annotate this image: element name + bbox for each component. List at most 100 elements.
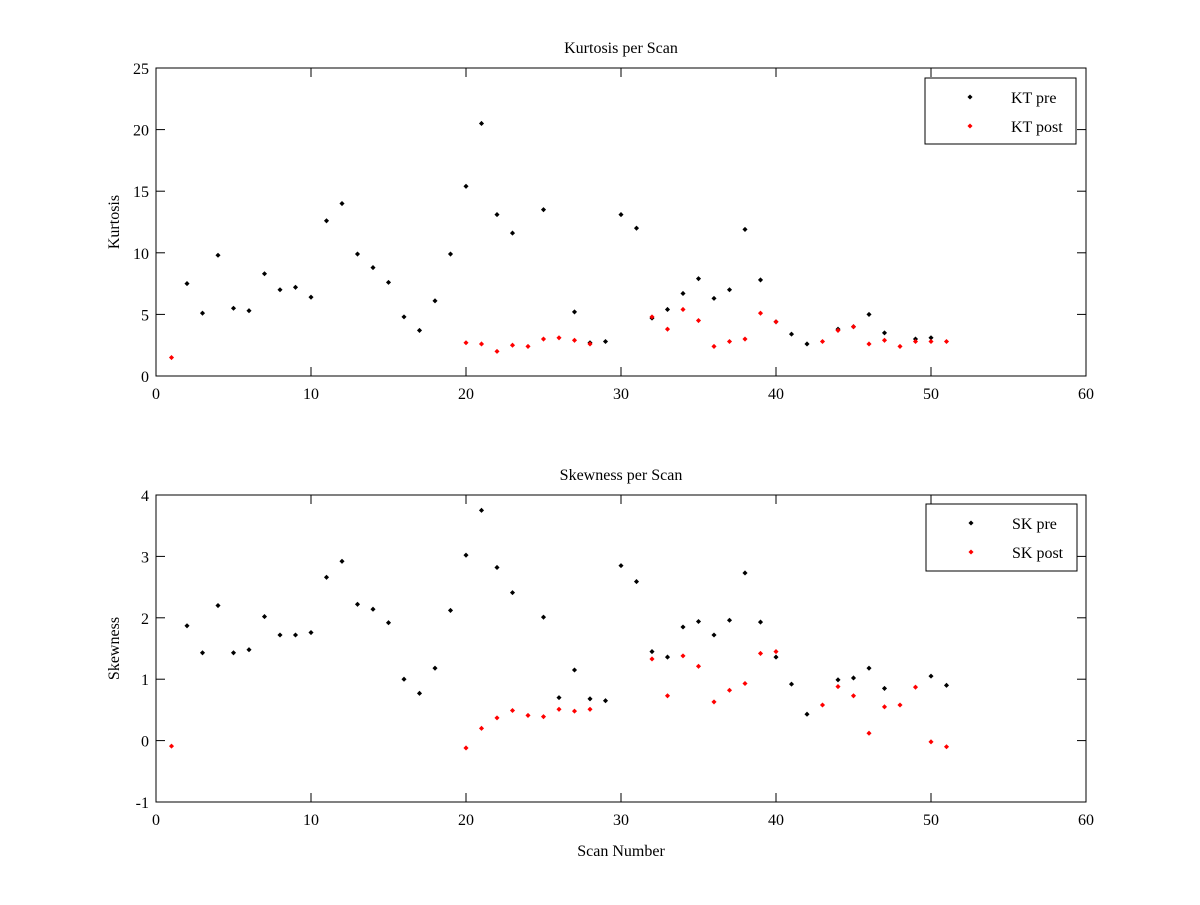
data-point (897, 702, 903, 708)
data-point (742, 680, 748, 687)
data-point (199, 310, 206, 316)
legend-label: SK post (1012, 545, 1064, 562)
data-point (773, 654, 779, 660)
data-point (850, 675, 857, 681)
data-point (602, 698, 609, 704)
data-point (680, 290, 686, 297)
y-tick-label: 1 (141, 672, 149, 689)
y-tick-label: 10 (133, 246, 149, 263)
data-point (230, 305, 237, 311)
data-point (788, 681, 795, 687)
x-tick-label: 40 (768, 812, 784, 829)
chart-title: Skewness per Scan (560, 467, 683, 484)
x-tick-label: 30 (613, 386, 629, 403)
data-point (943, 338, 950, 345)
x-tick-label: 50 (923, 812, 939, 829)
data-point (835, 684, 841, 690)
data-point (912, 684, 919, 690)
legend-box (925, 503, 1078, 572)
data-point (726, 617, 733, 623)
data-point (757, 650, 764, 656)
series-kt-post (168, 306, 950, 361)
data-point (463, 183, 469, 189)
data-point (928, 338, 934, 345)
data-point (757, 277, 764, 283)
data-point (866, 665, 872, 671)
data-point (587, 706, 593, 712)
data-point (943, 744, 950, 750)
data-point (540, 614, 547, 620)
data-point (184, 281, 190, 287)
data-point (571, 667, 578, 673)
data-point (261, 614, 268, 620)
data-point (494, 564, 500, 570)
data-point (680, 306, 686, 313)
y-tick-label: 20 (133, 123, 149, 140)
data-point (680, 624, 686, 630)
data-point (804, 341, 810, 347)
data-point (494, 212, 500, 218)
y-axis-label: Kurtosis (106, 195, 123, 249)
data-point (928, 673, 934, 679)
data-point (866, 730, 872, 736)
data-point (246, 308, 252, 314)
data-point (416, 690, 423, 696)
data-point (323, 218, 330, 224)
data-point (633, 579, 640, 585)
data-point (695, 318, 702, 324)
x-tick-label: 30 (613, 812, 629, 829)
x-tick-label: 60 (1078, 386, 1094, 403)
x-tick-label: 40 (768, 386, 784, 403)
y-tick-label: 2 (141, 611, 149, 628)
data-point (711, 632, 717, 638)
y-tick-label: 4 (141, 488, 149, 505)
x-tick-label: 0 (152, 812, 160, 829)
data-point (370, 265, 376, 271)
x-tick-label: 20 (458, 812, 474, 829)
data-point (478, 507, 485, 513)
data-point (726, 687, 733, 693)
y-tick-label: 15 (133, 184, 149, 201)
y-tick-label: 25 (133, 61, 149, 78)
data-point (540, 207, 547, 213)
data-point (277, 287, 283, 293)
data-point (478, 341, 485, 347)
data-point (866, 311, 872, 317)
data-point (726, 338, 733, 345)
data-point (835, 327, 841, 333)
data-point (401, 314, 407, 320)
data-point (463, 340, 469, 346)
y-tick-label: 0 (141, 734, 149, 751)
data-point (695, 276, 702, 282)
y-tick-label: 5 (141, 307, 149, 324)
data-point (556, 706, 562, 712)
data-point (339, 200, 345, 207)
legend-box (924, 77, 1077, 145)
data-point (649, 649, 655, 655)
data-point (711, 295, 717, 301)
chart-1: 0 10 20 30 40 50 60 0 5 10 15 20 25 Kurtosis per Scan… (106, 40, 1094, 403)
data-point (680, 653, 686, 659)
data-point (261, 271, 268, 277)
x-tick-label: 10 (303, 386, 319, 403)
data-point (850, 693, 857, 699)
data-point (819, 338, 826, 345)
x-axis-label: Scan Number (577, 843, 665, 860)
legend-label: KT post (1011, 119, 1063, 136)
data-point (866, 341, 872, 347)
data-point (928, 739, 934, 745)
legend-marker (968, 549, 974, 555)
legend-label: KT pre (1011, 90, 1056, 107)
data-point (571, 708, 578, 714)
data-point (618, 563, 624, 569)
data-point (556, 695, 562, 701)
data-point (494, 715, 500, 721)
data-point (385, 279, 392, 285)
data-point (447, 251, 454, 257)
data-point (881, 685, 888, 691)
legend: KT pre KT post (924, 77, 1077, 145)
data-point (432, 298, 438, 304)
legend: SK pre SK post (925, 503, 1078, 572)
